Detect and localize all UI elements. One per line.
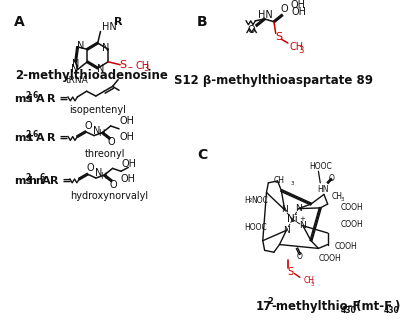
Text: 2: 2 — [268, 297, 273, 306]
Text: R =: R = — [47, 94, 68, 104]
Text: (mt-F: (mt-F — [352, 300, 392, 313]
Text: N: N — [93, 126, 100, 136]
Text: S12 β-methylthioaspartate 89: S12 β-methylthioaspartate 89 — [174, 74, 373, 87]
Text: B: B — [197, 15, 208, 29]
Text: ms: ms — [14, 134, 32, 143]
Text: R: R — [114, 17, 123, 27]
Text: threonyl: threonyl — [85, 149, 125, 159]
Text: COOH: COOH — [341, 220, 364, 229]
Text: H: H — [98, 129, 105, 138]
Text: CH: CH — [290, 42, 304, 52]
Text: HOOC: HOOC — [244, 223, 267, 232]
Text: i: i — [28, 94, 32, 104]
Text: –: – — [127, 62, 132, 72]
Text: HN: HN — [317, 185, 329, 194]
Text: 2: 2 — [25, 91, 31, 99]
Text: CH: CH — [304, 276, 314, 285]
Text: isopentenyl: isopentenyl — [69, 105, 126, 114]
Text: O: O — [86, 163, 94, 173]
Text: N: N — [283, 226, 290, 235]
Text: C: C — [197, 148, 207, 162]
Text: N: N — [95, 168, 102, 178]
Text: t: t — [28, 134, 34, 143]
Text: ms: ms — [14, 176, 32, 186]
Text: 3: 3 — [290, 181, 294, 186]
Text: COOH: COOH — [334, 242, 357, 251]
Text: N: N — [97, 64, 104, 74]
Text: N: N — [300, 221, 306, 230]
Text: N: N — [102, 43, 109, 53]
Text: NOC: NOC — [252, 196, 268, 205]
Text: O: O — [108, 137, 116, 147]
Text: OH: OH — [122, 159, 137, 169]
Text: S: S — [120, 60, 126, 70]
Text: 430: 430 — [341, 306, 356, 315]
Text: 6: 6 — [33, 91, 38, 99]
Text: R =: R = — [47, 134, 68, 143]
Text: 430: 430 — [383, 306, 399, 315]
Text: 6: 6 — [33, 130, 38, 139]
Text: N: N — [281, 205, 288, 214]
Text: ): ) — [394, 300, 400, 313]
Text: O: O — [328, 175, 334, 184]
Text: CH: CH — [331, 192, 342, 201]
Text: S: S — [275, 32, 282, 42]
Text: A: A — [14, 15, 25, 29]
Text: hydroxynorvalyl: hydroxynorvalyl — [70, 191, 148, 201]
Text: OH: OH — [119, 132, 134, 142]
Text: 2-methylthioadenosine: 2-methylthioadenosine — [15, 69, 168, 82]
Text: 3: 3 — [341, 197, 344, 202]
Text: 3: 3 — [298, 46, 303, 55]
Text: 2: 2 — [25, 173, 31, 182]
Text: +: + — [299, 215, 305, 222]
Text: COOH: COOH — [318, 254, 341, 263]
Text: HN: HN — [102, 22, 117, 32]
Text: hn: hn — [28, 176, 44, 186]
Text: N: N — [295, 204, 302, 213]
Text: 17: 17 — [255, 300, 272, 313]
Text: Ni: Ni — [287, 214, 298, 225]
Text: CH: CH — [274, 176, 285, 185]
Text: CH: CH — [135, 61, 149, 71]
Text: OH: OH — [120, 116, 135, 126]
Text: A: A — [36, 94, 44, 104]
Text: -methylthio-F: -methylthio-F — [271, 300, 361, 313]
Text: 3: 3 — [311, 281, 314, 287]
Text: OH: OH — [290, 0, 306, 10]
Text: A: A — [42, 176, 51, 186]
Text: O: O — [297, 252, 303, 261]
Text: H: H — [100, 172, 106, 181]
Text: A: A — [36, 134, 44, 143]
Text: tRNA: tRNA — [65, 76, 88, 85]
Text: OH: OH — [121, 174, 136, 184]
Text: 3: 3 — [143, 64, 149, 73]
Text: COOH: COOH — [341, 203, 364, 213]
Text: OH: OH — [292, 7, 306, 17]
Text: HOOC: HOOC — [309, 162, 332, 171]
Text: R =: R = — [50, 176, 72, 186]
Text: N: N — [72, 59, 79, 69]
Text: N: N — [71, 64, 78, 73]
Text: H: H — [244, 196, 250, 205]
Text: HN: HN — [258, 10, 273, 20]
Text: ms: ms — [14, 94, 32, 104]
Text: 6: 6 — [39, 173, 44, 182]
Text: O: O — [110, 180, 117, 190]
Text: 2: 2 — [249, 198, 252, 203]
Text: 2: 2 — [25, 130, 31, 139]
Text: S: S — [288, 266, 294, 277]
Text: O: O — [248, 24, 256, 34]
Text: N: N — [77, 41, 84, 51]
Text: O: O — [85, 121, 92, 131]
Text: O: O — [280, 4, 288, 14]
